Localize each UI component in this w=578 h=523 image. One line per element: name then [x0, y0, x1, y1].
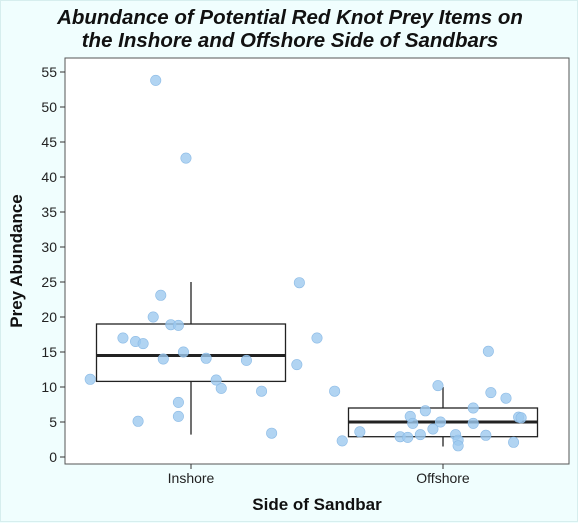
data-point [500, 392, 512, 404]
data-point [467, 402, 479, 414]
data-point [407, 417, 419, 429]
data-point [210, 374, 222, 386]
data-point [293, 277, 305, 289]
data-point [482, 345, 494, 357]
data-point [180, 152, 192, 164]
data-point [354, 426, 366, 438]
data-point [177, 346, 189, 358]
data-point [434, 416, 446, 428]
y-tick-label: 55 [41, 64, 57, 80]
data-point [147, 311, 159, 323]
data-point [414, 429, 426, 441]
plot-panel [64, 57, 570, 465]
data-point [311, 332, 323, 344]
data-point [480, 429, 492, 441]
data-point [515, 412, 527, 424]
data-point [117, 332, 129, 344]
x-tick-label: Offshore [416, 470, 470, 486]
y-tick-label: 45 [41, 134, 57, 150]
data-point [172, 319, 184, 331]
data-point [155, 289, 167, 301]
data-point [215, 382, 227, 394]
data-point [402, 431, 414, 443]
y-tick-label: 20 [41, 309, 57, 325]
data-point [291, 359, 303, 371]
y-tick-label: 5 [49, 414, 57, 430]
data-point [256, 385, 268, 397]
data-point [137, 338, 149, 350]
y-tick-label: 15 [41, 344, 57, 360]
data-point [150, 74, 162, 86]
data-point [200, 352, 212, 364]
y-tick-label: 30 [41, 239, 57, 255]
data-point [452, 440, 464, 452]
data-point [329, 385, 341, 397]
data-point [157, 353, 169, 365]
y-tick-label: 40 [41, 169, 57, 185]
y-tick-label: 35 [41, 204, 57, 220]
data-point [266, 427, 278, 439]
data-point [427, 423, 439, 435]
data-point [240, 354, 252, 366]
data-point [172, 410, 184, 422]
y-tick-label: 50 [41, 99, 57, 115]
data-point [432, 380, 444, 392]
data-point [336, 435, 348, 447]
data-point [508, 436, 520, 448]
data-point [419, 405, 431, 417]
y-tick-label: 10 [41, 379, 57, 395]
data-point [467, 417, 479, 429]
x-axis-label: Side of Sandbar [252, 495, 382, 514]
data-point [172, 396, 184, 408]
iqr-box [95, 323, 287, 383]
data-point [84, 373, 96, 385]
chart-title-line-1: Abundance of Potential Red Knot Prey Ite… [57, 6, 523, 29]
data-point [485, 387, 497, 399]
y-tick-label: 0 [49, 449, 57, 465]
y-tick-label: 25 [41, 274, 57, 290]
data-point [132, 415, 144, 427]
chart-title-line-2: the Inshore and Offshore Side of Sandbar… [81, 29, 499, 52]
x-tick-label: Inshore [168, 470, 215, 486]
